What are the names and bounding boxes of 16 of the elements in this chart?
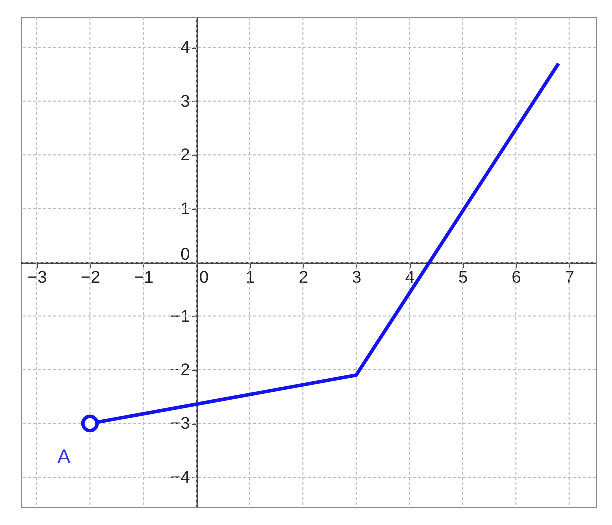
x-tick-label: 4	[405, 268, 415, 288]
x-tick-label: −2	[81, 268, 100, 288]
y-tick-label: 0	[180, 245, 190, 264]
annotation: A	[58, 446, 72, 469]
y-tick-label: 3	[180, 92, 190, 111]
y-tick-label: 4	[180, 38, 190, 58]
x-tick-label: −3	[28, 268, 48, 288]
x-tick-label: 1	[246, 268, 256, 288]
y-tick-label: 2	[180, 146, 190, 165]
y-tick-label: 1	[180, 199, 190, 218]
x-tick-label: 2	[298, 268, 308, 288]
x-tick-label: 0	[199, 268, 209, 288]
x-tick-label: −1	[134, 268, 154, 288]
x-tick-label: 3	[352, 268, 362, 288]
x-tick-label: 5	[458, 268, 468, 288]
x-tick-label: 6	[512, 268, 522, 288]
